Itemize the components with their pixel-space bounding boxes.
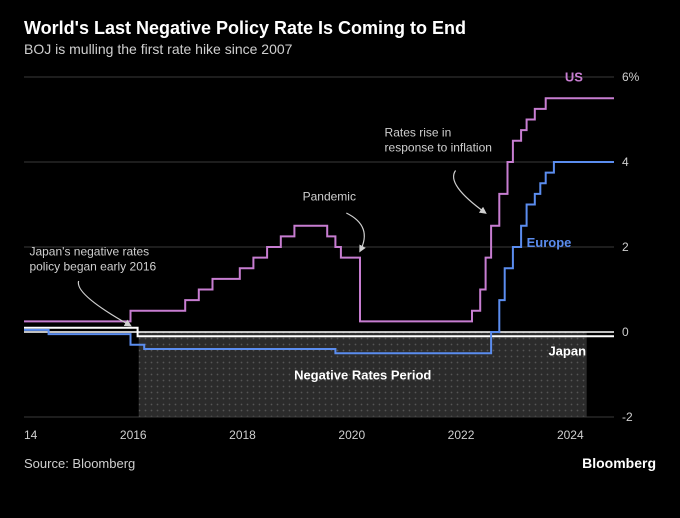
chart-footer: Source: Bloomberg Bloomberg bbox=[24, 455, 656, 471]
svg-text:Rates rise in: Rates rise in bbox=[385, 126, 452, 140]
svg-text:6%: 6% bbox=[622, 70, 640, 84]
plot-area: -2 0 2 4 6% 2014 2016 2018 2020 2022 2024 Negative … bbox=[24, 67, 656, 447]
svg-text:2022: 2022 bbox=[448, 428, 475, 442]
svg-text:policy began early 2016: policy began early 2016 bbox=[29, 260, 156, 274]
svg-text:-2: -2 bbox=[622, 410, 633, 424]
svg-text:2018: 2018 bbox=[229, 428, 256, 442]
svg-text:2024: 2024 bbox=[557, 428, 584, 442]
chart-title: World's Last Negative Policy Rate Is Com… bbox=[24, 18, 656, 39]
svg-text:Negative Rates Period: Negative Rates Period bbox=[294, 368, 431, 383]
svg-text:2: 2 bbox=[622, 240, 629, 254]
svg-text:response to inflation: response to inflation bbox=[385, 141, 492, 155]
svg-text:US: US bbox=[565, 69, 583, 84]
chart-svg: -2 0 2 4 6% 2014 2016 2018 2020 2022 2024 Negative … bbox=[24, 67, 656, 447]
source-text: Source: Bloomberg bbox=[24, 456, 135, 471]
svg-text:2020: 2020 bbox=[338, 428, 365, 442]
svg-text:2014: 2014 bbox=[24, 428, 38, 442]
svg-text:Europe: Europe bbox=[527, 235, 572, 250]
svg-text:2016: 2016 bbox=[120, 428, 147, 442]
svg-text:Pandemic: Pandemic bbox=[303, 189, 356, 203]
svg-text:Japan's negative rates: Japan's negative rates bbox=[29, 245, 149, 259]
svg-text:4: 4 bbox=[622, 155, 629, 169]
chart-subtitle: BOJ is mulling the first rate hike since… bbox=[24, 41, 656, 57]
svg-text:0: 0 bbox=[622, 325, 629, 339]
chart-container: World's Last Negative Policy Rate Is Com… bbox=[0, 0, 680, 518]
brand-text: Bloomberg bbox=[582, 455, 656, 471]
svg-text:Japan: Japan bbox=[548, 343, 586, 358]
